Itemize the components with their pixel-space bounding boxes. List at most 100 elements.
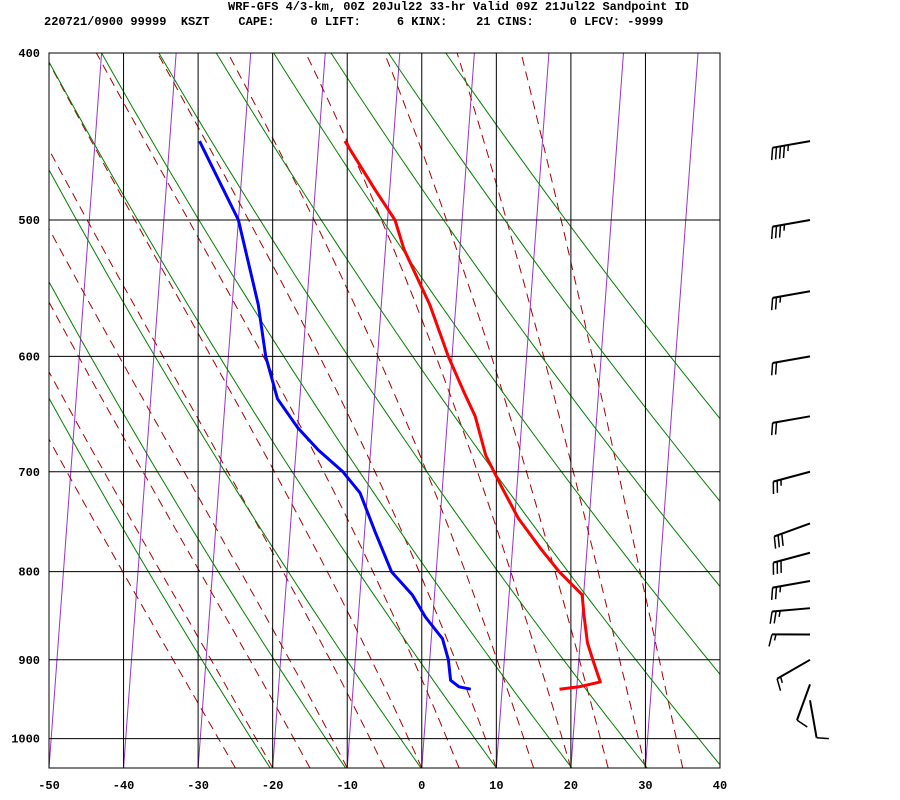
- wind-barb: [772, 551, 811, 575]
- sounding-indices: 220721/0900 99999 KSZT CAPE: 0 LIFT: 6 K…: [44, 15, 664, 29]
- wind-barb-group: [768, 140, 829, 740]
- wind-barb-feather: [816, 736, 829, 740]
- wind-barb: [770, 290, 811, 311]
- x-tick-label: -40: [113, 779, 135, 793]
- wind-barb-feather: [774, 297, 778, 310]
- isotherm-line: [197, 53, 252, 768]
- y-tick-label: 700: [18, 466, 40, 480]
- wind-barb-shaft: [772, 579, 811, 589]
- wind-barb: [796, 684, 811, 728]
- dry-adiabat-line: [330, 53, 720, 588]
- dry-adiabat-line: [387, 53, 720, 503]
- x-tick-label: 40: [713, 779, 727, 793]
- wind-barb-feather: [770, 147, 774, 161]
- wind-barb-feather: [773, 536, 777, 549]
- dry-adiabat-line: [215, 53, 720, 766]
- plot-frame: [48, 52, 721, 769]
- y-tick-label: 400: [18, 47, 40, 61]
- wind-barb-feather: [770, 422, 774, 436]
- moist-adiabat-line: [49, 61, 423, 768]
- wind-barb-shaft: [809, 700, 818, 738]
- wind-barb-shaft: [776, 658, 811, 680]
- x-tick-label: 0: [418, 779, 425, 793]
- dry-adiabat-line: [101, 53, 573, 768]
- x-tick-label: 30: [638, 779, 652, 793]
- dewpoint-trace: [198, 140, 472, 691]
- wind-barb-feather: [770, 587, 774, 600]
- moist-adiabat-line: [49, 370, 274, 768]
- moist-adiabat-line: [156, 53, 497, 768]
- wind-barb-feather: [796, 719, 808, 728]
- isotherm-line: [719, 761, 720, 768]
- dry-adiabat-line: [158, 53, 648, 768]
- wind-barb: [809, 700, 829, 740]
- wind-barb-feather: [776, 678, 782, 691]
- wind-barb: [768, 633, 811, 647]
- axis-label-group: -50 -40 -30 -20 -10 0 10 20 30 40 400 500 600 700 800 9…: [11, 47, 727, 793]
- wind-barb-feather: [777, 534, 781, 548]
- wind-barb: [770, 140, 811, 161]
- wind-barb: [772, 470, 811, 495]
- y-tick-label: 1000: [11, 733, 40, 747]
- wind-barb-shaft: [772, 218, 811, 228]
- x-tick-label: -10: [336, 779, 358, 793]
- wind-barb-shaft: [772, 607, 811, 613]
- grid-group: [48, 52, 721, 769]
- wind-barb-shaft: [772, 415, 811, 424]
- isotherm-skew-group: [49, 53, 900, 768]
- isotherm-line: [272, 53, 326, 768]
- isotherm-line: [869, 53, 900, 768]
- wind-barb-shaft: [773, 470, 811, 483]
- moist-adiabat-line: [49, 438, 236, 768]
- isotherm-line: [495, 53, 550, 768]
- wind-barb-feather: [770, 362, 774, 376]
- y-tick-label: 800: [18, 566, 40, 580]
- wind-barb: [770, 415, 811, 436]
- wind-barb-feather: [774, 225, 778, 239]
- wind-barb-half-feather: [773, 634, 777, 641]
- wind-barb-feather: [769, 611, 773, 624]
- moist-adiabat-line: [227, 53, 535, 768]
- wind-barb: [770, 579, 811, 600]
- wind-barb-half-feather: [778, 610, 781, 618]
- dry-adiabat-line: [49, 280, 347, 768]
- wind-barb-feather: [768, 634, 773, 647]
- chart-title: WRF-GFS 4/3-km, 00Z 20Jul22 33-hr Valid …: [228, 0, 689, 14]
- y-tick-label: 600: [18, 350, 40, 364]
- x-tick-label: -20: [262, 779, 284, 793]
- wind-barb-shaft: [773, 522, 811, 538]
- dry-adiabat-line: [445, 53, 720, 420]
- moist-adiabat-line: [49, 301, 311, 768]
- moist-adiabat-line: [49, 148, 385, 768]
- dry-adiabat-line: [49, 60, 497, 768]
- wind-barb-feather: [774, 146, 778, 160]
- wind-barb-shaft: [796, 684, 811, 721]
- dry-adiabat-line: [273, 53, 720, 676]
- wind-barb-half-feather: [779, 676, 784, 684]
- x-tick-label: -30: [187, 779, 209, 793]
- y-tick-label: 500: [18, 214, 40, 228]
- wind-barb: [770, 355, 811, 376]
- y-tick-label: 900: [18, 654, 40, 668]
- wind-barb-feather: [770, 297, 774, 311]
- wind-barb-feather: [781, 533, 784, 546]
- x-tick-label: 20: [564, 779, 578, 793]
- wind-barb: [770, 218, 811, 239]
- wind-barb-shaft: [772, 140, 811, 149]
- wind-barb-feather: [774, 362, 778, 375]
- dry-adiabat-line: [49, 168, 422, 768]
- wind-barb: [769, 607, 811, 624]
- temperature-trace: [343, 140, 602, 691]
- wind-barb-feather: [774, 422, 778, 435]
- isotherm-line: [421, 53, 475, 768]
- isotherm-line: [49, 53, 103, 768]
- isotherm-line: [644, 53, 699, 768]
- moist-adiabat-group: [49, 53, 684, 768]
- trace-group: [198, 140, 602, 691]
- wind-barb-feather: [773, 610, 777, 624]
- wind-barb-half-feather: [779, 586, 782, 593]
- isotherm-line: [346, 53, 401, 768]
- moist-adiabat-line: [305, 53, 572, 768]
- wind-barb: [776, 658, 811, 691]
